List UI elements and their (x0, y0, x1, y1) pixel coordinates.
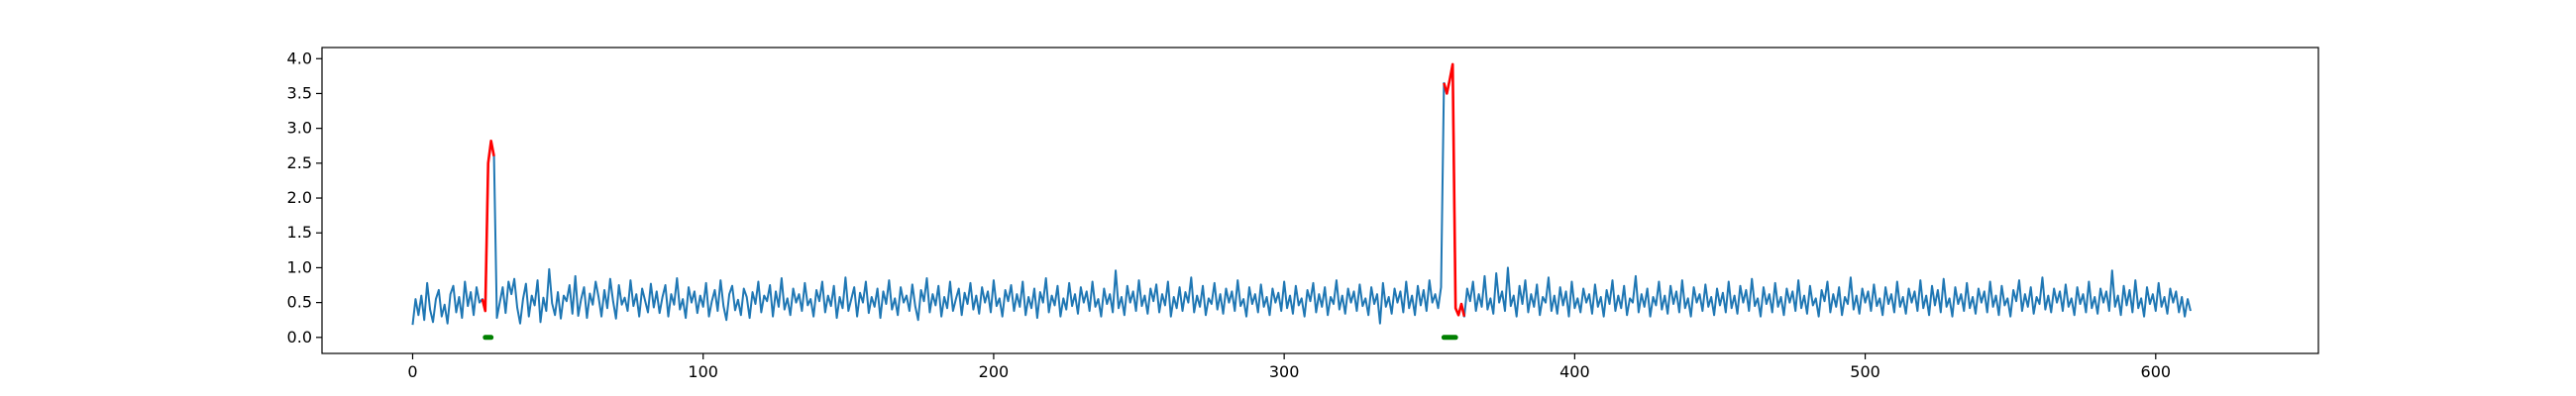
anomaly-segment-0 (481, 140, 495, 313)
series-line (411, 62, 2192, 326)
y-tick-label: 3.0 (287, 119, 312, 138)
y-tick-label: 2.0 (287, 188, 312, 207)
y-tick-label: 0.5 (287, 293, 312, 312)
axes: 0 100 200 300 400 500 600 0.0 0.5 1.0 1.5 2.0 2.5 3.0… (287, 47, 2319, 381)
y-tick-label: 0.0 (287, 328, 312, 346)
y-tick-label: 1.0 (287, 257, 312, 276)
plot-area (411, 62, 2192, 341)
x-tick-label: 400 (1559, 362, 1590, 381)
x-tick-label: 500 (1850, 362, 1880, 381)
y-tick-label: 4.0 (287, 49, 312, 67)
x-tick-label: 100 (688, 362, 718, 381)
axes-frame (321, 47, 2319, 354)
y-tick-label: 3.5 (287, 83, 312, 102)
anomaly-segment-1 (1443, 62, 1466, 317)
y-tick-label: 2.5 (287, 153, 312, 172)
x-tick-label: 0 (407, 362, 417, 381)
x-tick-label: 300 (1269, 362, 1300, 381)
x-tick-label: 200 (979, 362, 1010, 381)
y-tick-label: 1.5 (287, 223, 312, 242)
x-tick-label: 600 (2141, 362, 2172, 381)
